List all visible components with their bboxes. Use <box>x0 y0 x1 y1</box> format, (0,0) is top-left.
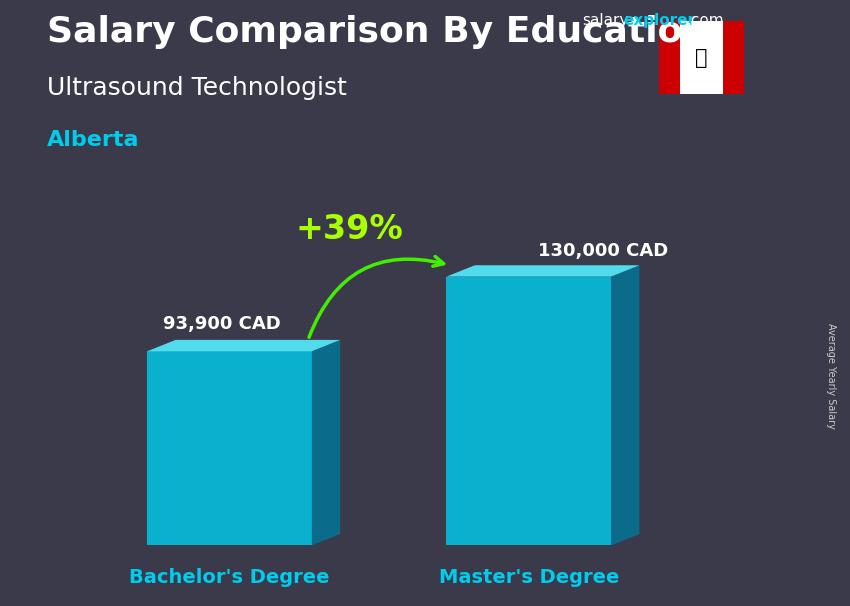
Polygon shape <box>312 340 340 545</box>
Text: Ultrasound Technologist: Ultrasound Technologist <box>47 76 347 100</box>
Polygon shape <box>611 265 639 545</box>
Polygon shape <box>446 265 639 276</box>
Text: explorer: explorer <box>623 13 695 28</box>
Text: 130,000 CAD: 130,000 CAD <box>538 242 669 260</box>
Polygon shape <box>147 340 340 351</box>
Text: Master's Degree: Master's Degree <box>439 568 619 587</box>
Text: 🍁: 🍁 <box>695 47 707 68</box>
Text: Salary Comparison By Education: Salary Comparison By Education <box>47 15 708 49</box>
Polygon shape <box>446 276 611 545</box>
Text: Average Yearly Salary: Average Yearly Salary <box>826 323 836 428</box>
Text: 93,900 CAD: 93,900 CAD <box>163 315 280 333</box>
Bar <box>659 21 680 94</box>
Text: Alberta: Alberta <box>47 130 139 150</box>
Text: +39%: +39% <box>295 213 403 245</box>
Text: .com: .com <box>687 13 724 28</box>
Polygon shape <box>147 351 312 545</box>
Bar <box>680 21 722 94</box>
Bar <box>722 21 744 94</box>
Text: salary: salary <box>582 13 629 28</box>
Text: Bachelor's Degree: Bachelor's Degree <box>129 568 330 587</box>
